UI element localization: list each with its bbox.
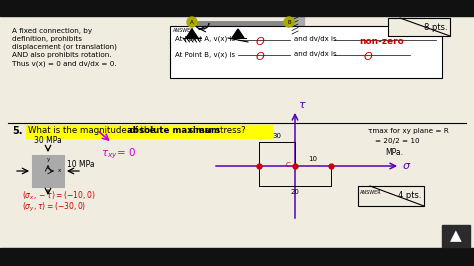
Text: $\tau$: $\tau$ bbox=[298, 100, 307, 110]
Text: O: O bbox=[255, 37, 264, 47]
Text: 30 MPa: 30 MPa bbox=[34, 136, 62, 145]
Text: At Point A, v(x) is: At Point A, v(x) is bbox=[175, 36, 235, 43]
Text: $(\sigma_x, -\tau) = (-10, 0)$: $(\sigma_x, -\tau) = (-10, 0)$ bbox=[22, 190, 96, 202]
Text: O: O bbox=[255, 52, 264, 62]
Text: absolute maximum: absolute maximum bbox=[127, 126, 220, 135]
Text: ▲: ▲ bbox=[450, 228, 462, 243]
Text: ANSWER: ANSWER bbox=[360, 190, 382, 195]
Polygon shape bbox=[186, 29, 198, 38]
Text: A: A bbox=[190, 19, 194, 24]
Bar bbox=[358, 186, 424, 206]
Bar bbox=[0, 248, 474, 266]
Text: 4 pts.: 4 pts. bbox=[399, 192, 422, 201]
Text: A fixed connection, by
definition, prohibits
displacement (or translation)
AND a: A fixed connection, by definition, prohi… bbox=[12, 28, 117, 67]
Text: and dv/dx is: and dv/dx is bbox=[294, 36, 337, 42]
Text: shear stress?: shear stress? bbox=[186, 126, 246, 135]
Text: B: B bbox=[287, 19, 291, 24]
Text: At Point B, v(x) is: At Point B, v(x) is bbox=[175, 51, 235, 57]
Text: MPa.: MPa. bbox=[385, 148, 403, 157]
Text: $\tau_{xy}$= 0: $\tau_{xy}$= 0 bbox=[100, 147, 136, 161]
Text: 10 MPa: 10 MPa bbox=[67, 160, 95, 169]
Text: 5.: 5. bbox=[12, 126, 22, 136]
Bar bbox=[292, 12, 304, 34]
Bar bbox=[388, 18, 450, 36]
Text: O: O bbox=[364, 52, 373, 62]
Text: What is the magnitude of the: What is the magnitude of the bbox=[28, 126, 158, 135]
Bar bbox=[170, 26, 442, 78]
Text: non-zero: non-zero bbox=[360, 37, 404, 46]
Text: x: x bbox=[58, 168, 61, 173]
Text: = 20/2 = 10: = 20/2 = 10 bbox=[375, 138, 419, 144]
Bar bbox=[26, 125, 272, 138]
Polygon shape bbox=[232, 29, 244, 38]
Text: and dv/dx is: and dv/dx is bbox=[294, 51, 337, 57]
Text: 10: 10 bbox=[309, 156, 318, 162]
Bar bbox=[32, 155, 64, 187]
Text: τmax for xy plane = R: τmax for xy plane = R bbox=[368, 128, 449, 134]
Bar bbox=[0, 0, 474, 16]
Text: 20: 20 bbox=[291, 189, 300, 195]
Text: ANSWER: ANSWER bbox=[173, 28, 195, 33]
Bar bbox=[442, 225, 470, 247]
Text: $\sigma$: $\sigma$ bbox=[402, 161, 411, 171]
Text: 8 pts.: 8 pts. bbox=[424, 23, 448, 31]
Circle shape bbox=[284, 17, 294, 27]
Text: $(\sigma_y, \tau) = (-30, 0)$: $(\sigma_y, \tau) = (-30, 0)$ bbox=[22, 201, 86, 214]
Text: C: C bbox=[286, 162, 291, 168]
Bar bbox=[0, 16, 474, 248]
Text: 30: 30 bbox=[273, 133, 282, 139]
Circle shape bbox=[187, 17, 197, 27]
Text: y: y bbox=[46, 157, 50, 162]
